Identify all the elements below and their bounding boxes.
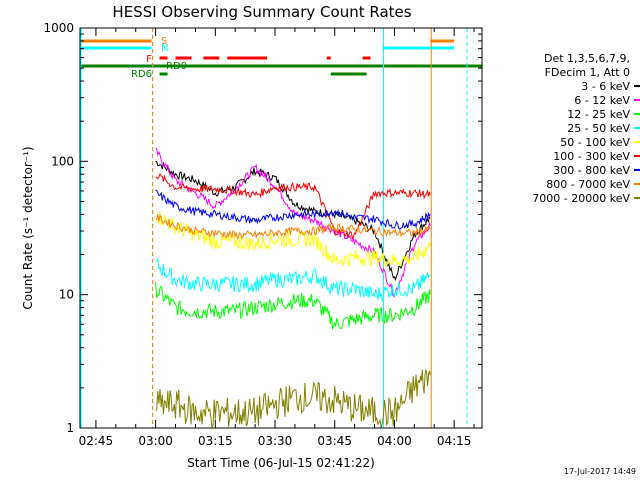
legend-entry: 12 - 25 keV [567,108,630,121]
series-5-line [155,211,431,268]
x-axis: 02:45 03:00 03:15 03:30 03:45 04:00 04:15 [79,28,475,448]
legend-entry: 3 - 6 keV [581,80,630,93]
x-tick-label: 02:45 [79,434,114,448]
x-tick-label: 03:00 [138,434,173,448]
legend-entry: 100 - 300 keV [553,150,630,163]
flag-label-n: N [161,43,168,54]
series-lines [155,147,431,430]
x-axis-label: Start Time (06-Jul-15 02:41:22) [187,456,375,470]
x-tick-label: 03:45 [317,434,352,448]
flag-bars: SNF RD0 RD6 [80,36,482,80]
y-axis: 1 10 100 1000 [43,21,482,435]
flag-label-f: F [146,54,152,65]
x-tick-label: 04:00 [377,434,412,448]
y-tick-label: 10 [59,288,74,302]
attenuator-lines [80,28,468,428]
legend-header-line-1: Det 1,3,5,6,7,9, [544,52,630,65]
x-tick-label: 03:30 [258,434,293,448]
series-8-line [155,214,431,240]
legend-entry: 300 - 800 keV [553,164,630,177]
series-7-line [155,189,431,230]
footer-date: 17-Jul-2017 14:49 [564,467,636,476]
legend-entry: 800 - 7000 keV [546,178,630,191]
legend-entry: 50 - 100 keV [560,136,630,149]
y-axis-label: Count Rate (s⁻¹ detector⁻¹) [21,146,35,309]
flag-label-rd6: RD6 [131,69,152,80]
legend-entry: 25 - 50 keV [567,122,630,135]
y-tick-label: 1000 [43,21,74,35]
series-6-line [155,172,431,240]
y-tick-label: 100 [51,154,74,168]
x-tick-label: 03:15 [198,434,233,448]
y-tick-label: 1 [66,421,74,435]
flag-label-rd0: RD0 [166,61,187,72]
x-tick-label: 04:15 [437,434,472,448]
series-4-line [155,257,431,303]
legend-header-line-2: FDecim 1, Att 0 [545,66,630,79]
legend-entry: 6 - 12 keV [574,94,630,107]
legend-header: Det 1,3,5,6,7,9, FDecim 1, Att 0 [544,52,630,79]
chart-title: HESSI Observing Summary Count Rates [112,3,411,21]
flag-label-s: S [161,36,167,47]
plot-frame [79,27,483,429]
legend-entry: 7000 - 20000 keV [532,192,630,205]
series-1-line [155,160,431,282]
series-9-line [155,369,431,430]
series-3-line [155,281,431,330]
